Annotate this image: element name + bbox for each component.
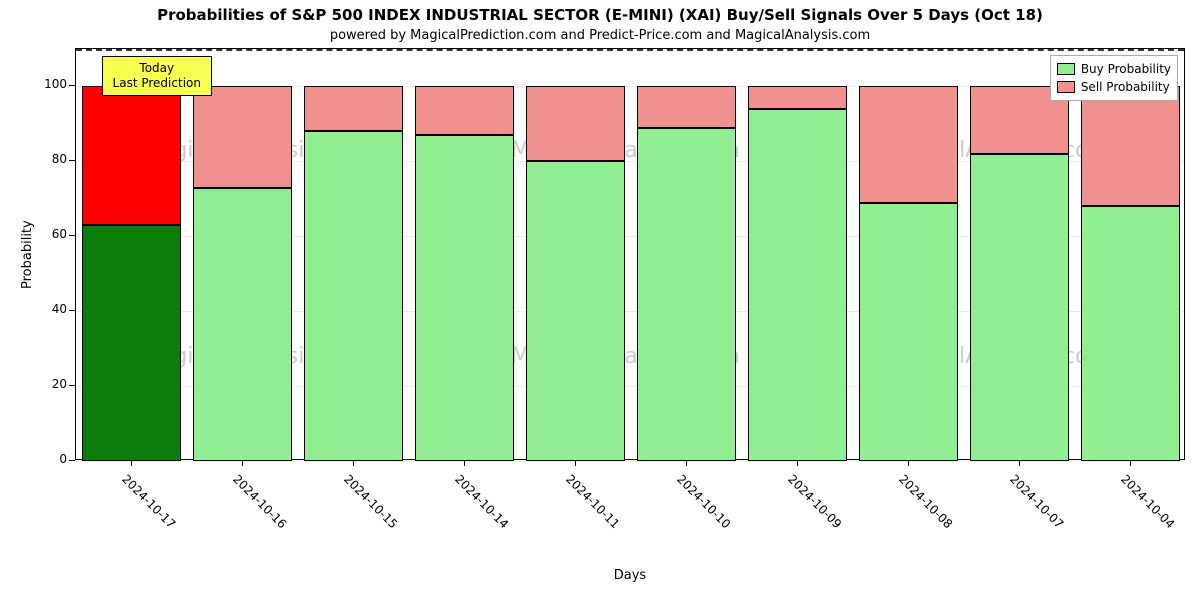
legend-item: Buy Probability — [1057, 60, 1171, 78]
bar-sell — [193, 86, 293, 187]
bar-sell — [526, 86, 626, 161]
y-tick-mark — [69, 235, 75, 236]
y-tick-label: 40 — [27, 302, 67, 316]
x-tick-label: 2024-10-14 — [452, 472, 511, 531]
bar-buy — [970, 154, 1070, 461]
chart-subtitle: powered by MagicalPrediction.com and Pre… — [0, 28, 1200, 43]
bar-buy — [526, 161, 626, 461]
bar-buy — [1081, 206, 1181, 461]
x-tick-mark — [242, 460, 243, 466]
reference-line — [76, 49, 1184, 51]
bar-sell — [415, 86, 515, 135]
legend-label: Sell Probability — [1081, 78, 1170, 96]
x-tick-label: 2024-10-17 — [119, 472, 178, 531]
today-line1: Today — [113, 61, 201, 76]
x-tick-mark — [131, 460, 132, 466]
bar-buy — [193, 188, 293, 461]
x-tick-label: 2024-10-09 — [785, 472, 844, 531]
y-tick-label: 60 — [27, 227, 67, 241]
x-tick-label: 2024-10-16 — [230, 472, 289, 531]
x-tick-label: 2024-10-10 — [674, 472, 733, 531]
today-line2: Last Prediction — [113, 76, 201, 91]
bar-sell — [82, 86, 182, 225]
x-tick-mark — [1019, 460, 1020, 466]
y-tick-label: 100 — [27, 77, 67, 91]
x-tick-mark — [353, 460, 354, 466]
legend-swatch — [1057, 81, 1075, 93]
bar-buy — [415, 135, 515, 461]
y-tick-mark — [69, 85, 75, 86]
x-tick-mark — [797, 460, 798, 466]
y-tick-mark — [69, 460, 75, 461]
chart-container: Probabilities of S&P 500 INDEX INDUSTRIA… — [0, 0, 1200, 600]
legend-swatch — [1057, 63, 1075, 75]
bar-sell — [304, 86, 404, 131]
bar-buy — [637, 128, 737, 461]
y-tick-mark — [69, 160, 75, 161]
y-tick-label: 80 — [27, 152, 67, 166]
chart-title: Probabilities of S&P 500 INDEX INDUSTRIA… — [0, 6, 1200, 24]
x-tick-label: 2024-10-07 — [1007, 472, 1066, 531]
x-tick-label: 2024-10-08 — [896, 472, 955, 531]
x-tick-mark — [464, 460, 465, 466]
y-tick-label: 0 — [27, 452, 67, 466]
x-tick-label: 2024-10-15 — [341, 472, 400, 531]
x-tick-mark — [686, 460, 687, 466]
bar-sell — [637, 86, 737, 127]
legend-label: Buy Probability — [1081, 60, 1171, 78]
y-tick-label: 20 — [27, 377, 67, 391]
x-tick-mark — [1130, 460, 1131, 466]
legend: Buy ProbabilitySell Probability — [1050, 55, 1178, 101]
bar-buy — [748, 109, 848, 461]
x-tick-label: 2024-10-11 — [563, 472, 622, 531]
legend-item: Sell Probability — [1057, 78, 1171, 96]
today-annotation: TodayLast Prediction — [102, 56, 212, 96]
plot-area: MagicalAnalysis.comMagicalAnalysis.comMa… — [75, 48, 1185, 460]
y-tick-mark — [69, 385, 75, 386]
bar-sell — [1081, 86, 1181, 206]
bar-buy — [859, 203, 959, 461]
x-tick-mark — [575, 460, 576, 466]
bar-sell — [748, 86, 848, 108]
bar-sell — [859, 86, 959, 202]
y-tick-mark — [69, 310, 75, 311]
bar-buy — [304, 131, 404, 461]
x-axis-label: Days — [75, 568, 1185, 583]
x-tick-mark — [908, 460, 909, 466]
x-tick-label: 2024-10-04 — [1118, 472, 1177, 531]
bar-buy — [82, 225, 182, 461]
